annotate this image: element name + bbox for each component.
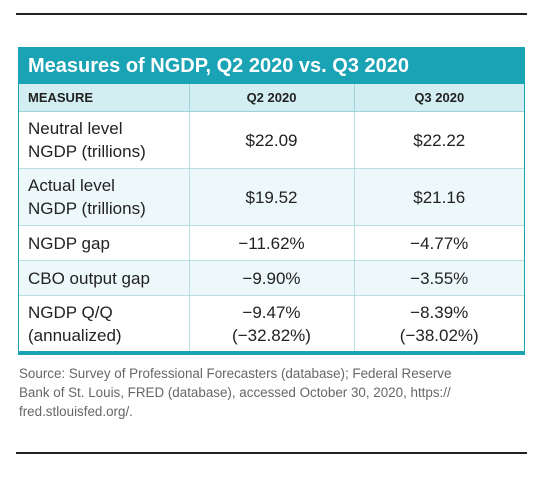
cell-line: (−38.02%) xyxy=(399,325,479,345)
row-label: NGDP Q/Q (annualized) xyxy=(19,295,190,354)
table-row: NGDP Q/Q (annualized) −9.47% (−32.82%) −… xyxy=(19,295,524,354)
cell-line: −8.39% xyxy=(410,302,469,322)
bottom-rule xyxy=(16,452,527,454)
top-rule xyxy=(16,13,527,15)
row-label-line: Neutral level xyxy=(28,119,123,138)
row-label: CBO output gap xyxy=(19,260,190,296)
row-label: NGDP gap xyxy=(19,225,190,261)
row-label-line: Actual level xyxy=(28,176,115,195)
source-line: fred.stlouisfed.org/. xyxy=(19,404,133,419)
table-row: CBO output gap −9.90% −3.55% xyxy=(19,260,524,296)
table-row: Actual level NGDP (trillions) $19.52 $21… xyxy=(19,168,524,226)
cell-q2: −11.62% xyxy=(189,225,355,261)
cell-q2: $22.09 xyxy=(189,111,355,169)
table-row: NGDP gap −11.62% −4.77% xyxy=(19,225,524,261)
cell-q3: −4.77% xyxy=(354,225,524,261)
column-header-q2: Q2 2020 xyxy=(189,84,355,112)
cell-q3: −8.39% (−38.02%) xyxy=(354,295,524,354)
cell-q2: $19.52 xyxy=(189,168,355,226)
cell-line: −9.47% xyxy=(242,302,301,322)
table-row: Neutral level NGDP (trillions) $22.09 $2… xyxy=(19,111,524,169)
column-header-q3: Q3 2020 xyxy=(354,84,524,112)
table-title: Measures of NGDP, Q2 2020 vs. Q3 2020 xyxy=(19,48,524,84)
row-label: Neutral level NGDP (trillions) xyxy=(19,111,190,169)
row-label-line: NGDP Q/Q xyxy=(28,302,113,322)
source-line: Bank of St. Louis, FRED (database), acce… xyxy=(19,385,451,400)
data-table: Measures of NGDP, Q2 2020 vs. Q3 2020 ME… xyxy=(18,47,525,355)
row-label-line: (annualized) xyxy=(28,325,122,345)
source-note: Source: Survey of Professional Forecaste… xyxy=(19,364,529,421)
row-label-line: NGDP (trillions) xyxy=(28,199,146,218)
cell-line: (−32.82%) xyxy=(232,325,311,345)
source-line: Source: Survey of Professional Forecaste… xyxy=(19,366,452,381)
column-header-measure: MEASURE xyxy=(19,84,190,112)
row-label-line: NGDP (trillions) xyxy=(28,142,146,161)
cell-q2: −9.47% (−32.82%) xyxy=(189,295,355,354)
row-label: Actual level NGDP (trillions) xyxy=(19,168,190,226)
cell-q3: $21.16 xyxy=(354,168,524,226)
cell-q2: −9.90% xyxy=(189,260,355,296)
cell-q3: $22.22 xyxy=(354,111,524,169)
header-row: MEASURE Q2 2020 Q3 2020 xyxy=(19,84,524,112)
cell-q3: −3.55% xyxy=(354,260,524,296)
